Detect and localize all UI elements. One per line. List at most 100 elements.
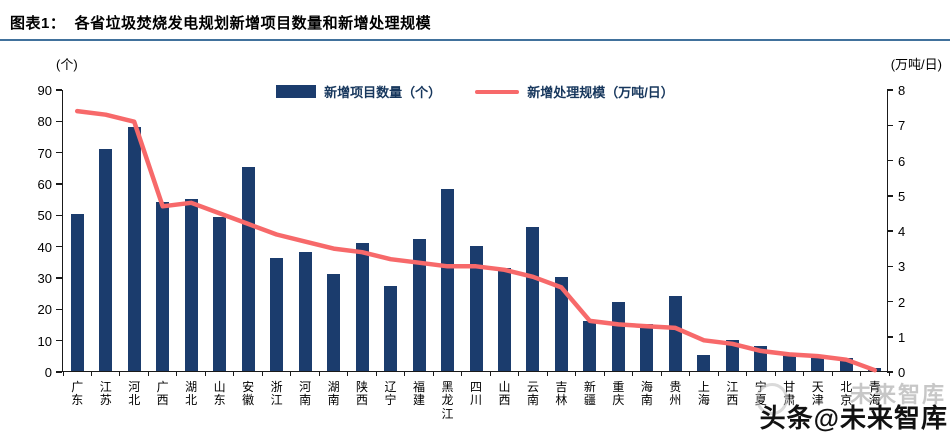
legend-item-bars: 新增项目数量（个） — [276, 82, 441, 101]
x-axis-tick — [603, 371, 605, 376]
left-axis-tick-label: 70 — [37, 145, 52, 161]
line-series — [74, 108, 878, 373]
x-axis-category-label: 河南 — [299, 380, 312, 408]
bar — [725, 339, 739, 371]
left-axis-tick-label: 10 — [37, 333, 52, 349]
x-axis-tick — [518, 371, 520, 376]
x-axis-category-label: 河北 — [128, 380, 141, 408]
left-axis-tick-label: 40 — [37, 239, 52, 255]
x-axis-category-label: 陕西 — [356, 380, 369, 408]
left-axis-tick — [56, 339, 62, 342]
x-axis-category-label: 甘肃 — [783, 380, 796, 408]
watermark-ghost-text: 未来智库 — [849, 382, 946, 407]
x-axis-category-label: 宁夏 — [754, 380, 767, 408]
bar — [469, 245, 483, 371]
page-title: 图表1： 各省垃圾焚烧发电规划新增项目数量和新增处理规模 — [10, 15, 432, 32]
x-axis-tick — [575, 371, 577, 376]
x-axis-tick — [318, 371, 320, 376]
bar — [384, 286, 398, 371]
x-axis-category-label: 新疆 — [583, 380, 596, 408]
right-axis-tick — [887, 230, 893, 232]
x-axis-tick — [290, 371, 292, 376]
x-axis-category-label: 广西 — [156, 380, 169, 408]
right-axis-tick-label: 2 — [898, 294, 906, 310]
x-axis-category-label: 山东 — [213, 380, 226, 408]
bar — [241, 167, 255, 371]
left-axis-tick — [56, 214, 62, 217]
x-axis-tick — [147, 371, 149, 376]
bar — [213, 217, 227, 371]
line-series-path — [74, 108, 878, 373]
right-axis-tick — [887, 265, 893, 267]
x-axis-tick — [375, 371, 377, 376]
x-axis-tick — [62, 371, 64, 376]
left-axis-tick-label: 90 — [37, 83, 52, 98]
bar — [327, 273, 341, 371]
bar — [611, 302, 625, 371]
bar — [526, 226, 540, 371]
x-axis-category-label: 福建 — [413, 380, 426, 408]
x-axis-tick — [347, 371, 349, 376]
left-axis-tick-label: 20 — [37, 302, 52, 318]
x-axis-category-label: 山西 — [498, 380, 511, 408]
x-axis-category-label: 广东 — [71, 380, 84, 408]
x-axis-category-label: 江西 — [726, 380, 739, 408]
x-axis-category-label: 黑龙江 — [441, 380, 454, 421]
x-axis-tick — [632, 371, 634, 376]
x-axis-category-label: 辽宁 — [384, 380, 397, 408]
left-axis-tick — [56, 371, 62, 373]
x-axis-tick — [90, 371, 92, 376]
x-axis-category-label: 江苏 — [99, 380, 112, 408]
bar — [127, 126, 141, 371]
left-axis-tick-label: 60 — [37, 177, 52, 192]
left-axis-tick — [56, 308, 62, 311]
x-axis-category-label: 青海 — [868, 380, 881, 408]
right-axis-tick-label: 5 — [898, 188, 906, 204]
right-axis-tick-label: 7 — [898, 118, 906, 134]
bar — [70, 214, 84, 371]
left-axis-tick — [56, 89, 62, 91]
right-axis-tick — [887, 195, 893, 197]
x-axis-tick — [660, 371, 662, 376]
bar — [156, 201, 170, 371]
left-axis-tick — [56, 183, 62, 185]
bar — [497, 267, 511, 371]
x-axis-tick — [831, 371, 833, 376]
x-axis-category-label: 上海 — [697, 380, 710, 408]
x-axis-tick — [233, 371, 235, 376]
x-axis-tick — [204, 371, 206, 376]
x-axis-tick — [860, 371, 862, 376]
left-axis-tick — [56, 245, 62, 248]
x-axis-category-label: 浙江 — [270, 380, 283, 408]
plot-area: 0 10 20 30 40 50 60 70 80 90 0 1 2 3 4 5 6 7 8 广东 江苏 河北 广西 湖北 山东… — [38, 84, 906, 421]
left-axis-tick-label: 80 — [37, 114, 52, 130]
bar — [811, 355, 825, 371]
x-axis-tick — [119, 371, 121, 376]
right-axis-tick-label: 8 — [898, 83, 906, 98]
bar — [99, 148, 113, 371]
right-axis-tick-label: 4 — [898, 224, 906, 239]
bar — [782, 355, 796, 371]
bar — [298, 251, 312, 371]
x-axis-category-label: 湖北 — [185, 380, 198, 408]
bar — [583, 320, 597, 371]
bar — [184, 198, 198, 371]
x-axis-tick — [461, 371, 463, 376]
bar — [355, 242, 369, 371]
x-axis-category-label: 天津 — [811, 380, 824, 408]
right-axis-tick — [887, 300, 893, 303]
chart-legend: 新增项目数量（个） 新增处理规模（万吨/日） — [0, 82, 950, 101]
x-axis-tick — [774, 371, 776, 376]
bar — [697, 355, 711, 371]
right-axis-unit-label: (万吨/日) — [890, 57, 942, 72]
x-axis-tick — [803, 371, 805, 376]
x-axis-tick — [888, 371, 890, 376]
x-axis-tick — [689, 371, 691, 376]
chart-header: 图表1： 各省垃圾焚烧发电规划新增项目数量和新增处理规模 — [0, 0, 950, 41]
x-axis-tick — [546, 371, 548, 376]
x-axis-category-label: 安徽 — [242, 380, 255, 408]
x-axis-category-label: 吉林 — [555, 380, 568, 408]
x-axis-category-label: 海南 — [640, 380, 653, 408]
right-axis-tick — [887, 89, 893, 91]
right-axis-tick — [887, 371, 893, 373]
